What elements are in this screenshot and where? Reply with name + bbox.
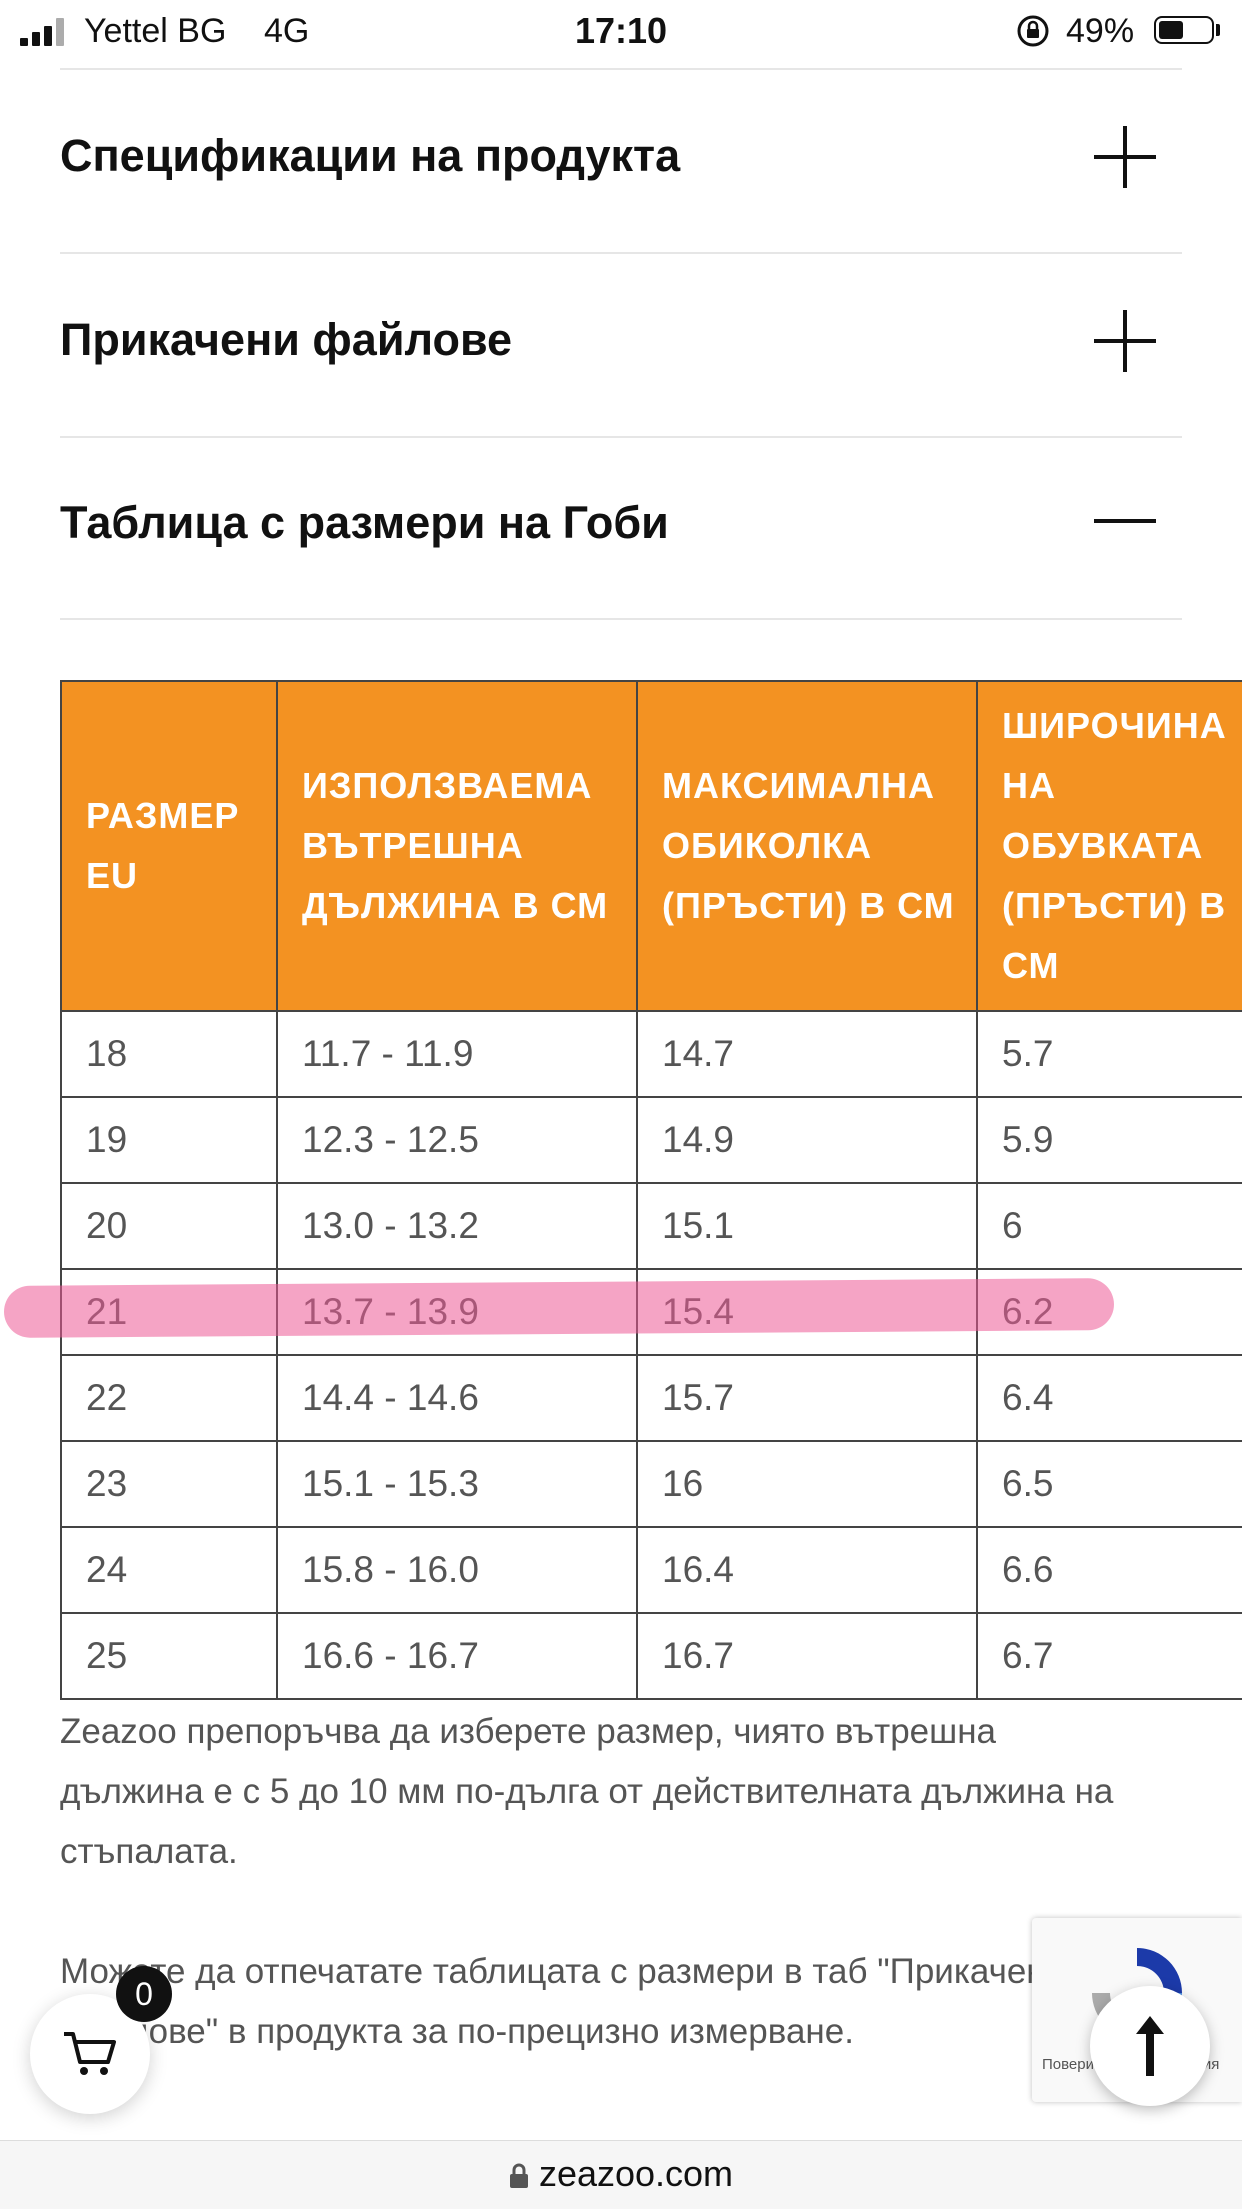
table-cell: 25 bbox=[60, 1612, 278, 1700]
table-cell: 15.1 bbox=[636, 1182, 978, 1270]
table-row: 25 16.6 - 16.7 16.7 6.7 bbox=[60, 1612, 1242, 1700]
status-bar: Yettel BG 4G 17:10 49% bbox=[0, 0, 1242, 64]
table-cell: 20 bbox=[60, 1182, 278, 1270]
battery-percent: 49% bbox=[1066, 12, 1135, 50]
column-header: РАЗМЕР EU bbox=[60, 680, 278, 1012]
print-hint-text: Можете да отпечатате таблицата с размери… bbox=[60, 1952, 1066, 2051]
url-text: zeazoo.com bbox=[538, 2153, 734, 2194]
rotation-lock-icon bbox=[1017, 15, 1049, 47]
table-cell: 24 bbox=[60, 1526, 278, 1614]
network-type: 4G bbox=[264, 12, 310, 50]
signal-icon bbox=[20, 18, 64, 46]
table-row: 18 11.7 - 11.9 14.7 5.7 bbox=[60, 1010, 1242, 1098]
address-field[interactable]: zeazoo.com bbox=[0, 2153, 1242, 2195]
plus-icon[interactable] bbox=[1094, 126, 1156, 188]
table-cell: 22 bbox=[60, 1354, 278, 1442]
table-cell: 16.6 - 16.7 bbox=[276, 1612, 638, 1700]
table-cell: 23 bbox=[60, 1440, 278, 1528]
table-cell: 16 bbox=[636, 1440, 978, 1528]
table-cell: 11.7 - 11.9 bbox=[276, 1010, 638, 1098]
table-cell: 16.7 bbox=[636, 1612, 978, 1700]
highlighter-mark bbox=[3, 1278, 1115, 1338]
carrier-name: Yettel BG bbox=[84, 12, 227, 50]
accordion-title: Спецификации на продукта bbox=[60, 130, 681, 181]
plus-icon[interactable] bbox=[1094, 310, 1156, 372]
divider bbox=[60, 252, 1182, 254]
column-header: ШИРОЧИНА НА ОБУВКАТА (ПРЪСТИ) В СМ bbox=[976, 680, 1242, 1012]
accordion-title: Прикачени файлове bbox=[60, 314, 513, 365]
table-cell: 6.5 bbox=[976, 1440, 1242, 1528]
table-cell: 6 bbox=[976, 1182, 1242, 1270]
back-to-top-button[interactable] bbox=[1090, 1986, 1210, 2106]
cart-count-badge: 0 bbox=[116, 1966, 172, 2022]
table-cell: 6.6 bbox=[976, 1526, 1242, 1614]
size-recommendation-text: Zeazoo препоръчва да изберете размер, чи… bbox=[60, 1712, 1114, 1871]
column-header: МАКСИМАЛНА ОБИКОЛКА (ПРЪСТИ) В СМ bbox=[636, 680, 978, 1012]
table-row: 23 15.1 - 15.3 16 6.5 bbox=[60, 1440, 1242, 1528]
table-cell: 15.1 - 15.3 bbox=[276, 1440, 638, 1528]
table-cell: 15.8 - 16.0 bbox=[276, 1526, 638, 1614]
table-cell: 6.4 bbox=[976, 1354, 1242, 1442]
cart-icon bbox=[64, 2032, 116, 2075]
divider bbox=[60, 436, 1182, 438]
table-cell: 13.0 - 13.2 bbox=[276, 1182, 638, 1270]
lock-icon bbox=[509, 2163, 528, 2188]
table-cell: 14.9 bbox=[636, 1096, 978, 1184]
table-cell: 16.4 bbox=[636, 1526, 978, 1614]
table-cell: 5.9 bbox=[976, 1096, 1242, 1184]
table-cell: 18 bbox=[60, 1010, 278, 1098]
browser-url-bar[interactable]: zeazoo.com bbox=[0, 2140, 1242, 2209]
table-row: 22 14.4 - 14.6 15.7 6.4 bbox=[60, 1354, 1242, 1442]
divider bbox=[60, 68, 1182, 70]
table-cell: 6.7 bbox=[976, 1612, 1242, 1700]
table-row: 20 13.0 - 13.2 15.1 6 bbox=[60, 1182, 1242, 1270]
arrow-up-icon bbox=[1136, 2016, 1164, 2076]
clock: 17:10 bbox=[574, 10, 668, 51]
battery-tip bbox=[1216, 24, 1220, 36]
accordion-title: Таблица с размери на Гоби bbox=[60, 497, 669, 548]
column-header: ИЗПОЛЗВАЕМА ВЪТРЕШНА ДЪЛЖИНА В СМ bbox=[276, 680, 638, 1012]
size-table: РАЗМЕР EU ИЗПОЛЗВАЕМА ВЪТРЕШНА ДЪЛЖИНА В… bbox=[60, 680, 1242, 1700]
table-cell: 19 bbox=[60, 1096, 278, 1184]
table-cell: 14.7 bbox=[636, 1010, 978, 1098]
table-cell: 12.3 - 12.5 bbox=[276, 1096, 638, 1184]
table-cell: 14.4 - 14.6 bbox=[276, 1354, 638, 1442]
table-cell: 15.7 bbox=[636, 1354, 978, 1442]
table-cell: 5.7 bbox=[976, 1010, 1242, 1098]
table-header-row: РАЗМЕР EU ИЗПОЛЗВАЕМА ВЪТРЕШНА ДЪЛЖИНА В… bbox=[60, 680, 1242, 1012]
battery-icon bbox=[1154, 16, 1214, 44]
table-row: 24 15.8 - 16.0 16.4 6.6 bbox=[60, 1526, 1242, 1614]
divider bbox=[60, 618, 1182, 620]
minus-icon[interactable] bbox=[1094, 490, 1156, 552]
table-row: 19 12.3 - 12.5 14.9 5.9 bbox=[60, 1096, 1242, 1184]
